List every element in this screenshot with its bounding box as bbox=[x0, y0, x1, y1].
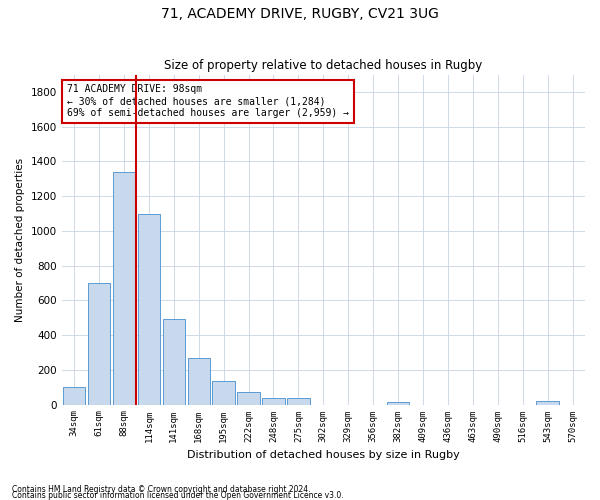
Bar bbox=[287, 398, 310, 404]
Bar bbox=[262, 398, 285, 404]
Y-axis label: Number of detached properties: Number of detached properties bbox=[15, 158, 25, 322]
Bar bbox=[88, 283, 110, 405]
Bar bbox=[163, 320, 185, 404]
Text: Contains HM Land Registry data © Crown copyright and database right 2024.: Contains HM Land Registry data © Crown c… bbox=[12, 485, 311, 494]
Bar bbox=[387, 402, 409, 404]
Text: 71, ACADEMY DRIVE, RUGBY, CV21 3UG: 71, ACADEMY DRIVE, RUGBY, CV21 3UG bbox=[161, 8, 439, 22]
Title: Size of property relative to detached houses in Rugby: Size of property relative to detached ho… bbox=[164, 59, 482, 72]
Bar bbox=[188, 358, 210, 405]
Bar bbox=[113, 172, 135, 404]
Bar bbox=[536, 401, 559, 404]
Bar bbox=[137, 214, 160, 404]
Bar bbox=[63, 387, 85, 404]
Text: Contains public sector information licensed under the Open Government Licence v3: Contains public sector information licen… bbox=[12, 490, 344, 500]
Text: 71 ACADEMY DRIVE: 98sqm
← 30% of detached houses are smaller (1,284)
69% of semi: 71 ACADEMY DRIVE: 98sqm ← 30% of detache… bbox=[67, 84, 349, 117]
X-axis label: Distribution of detached houses by size in Rugby: Distribution of detached houses by size … bbox=[187, 450, 460, 460]
Bar bbox=[212, 381, 235, 404]
Bar bbox=[238, 392, 260, 404]
